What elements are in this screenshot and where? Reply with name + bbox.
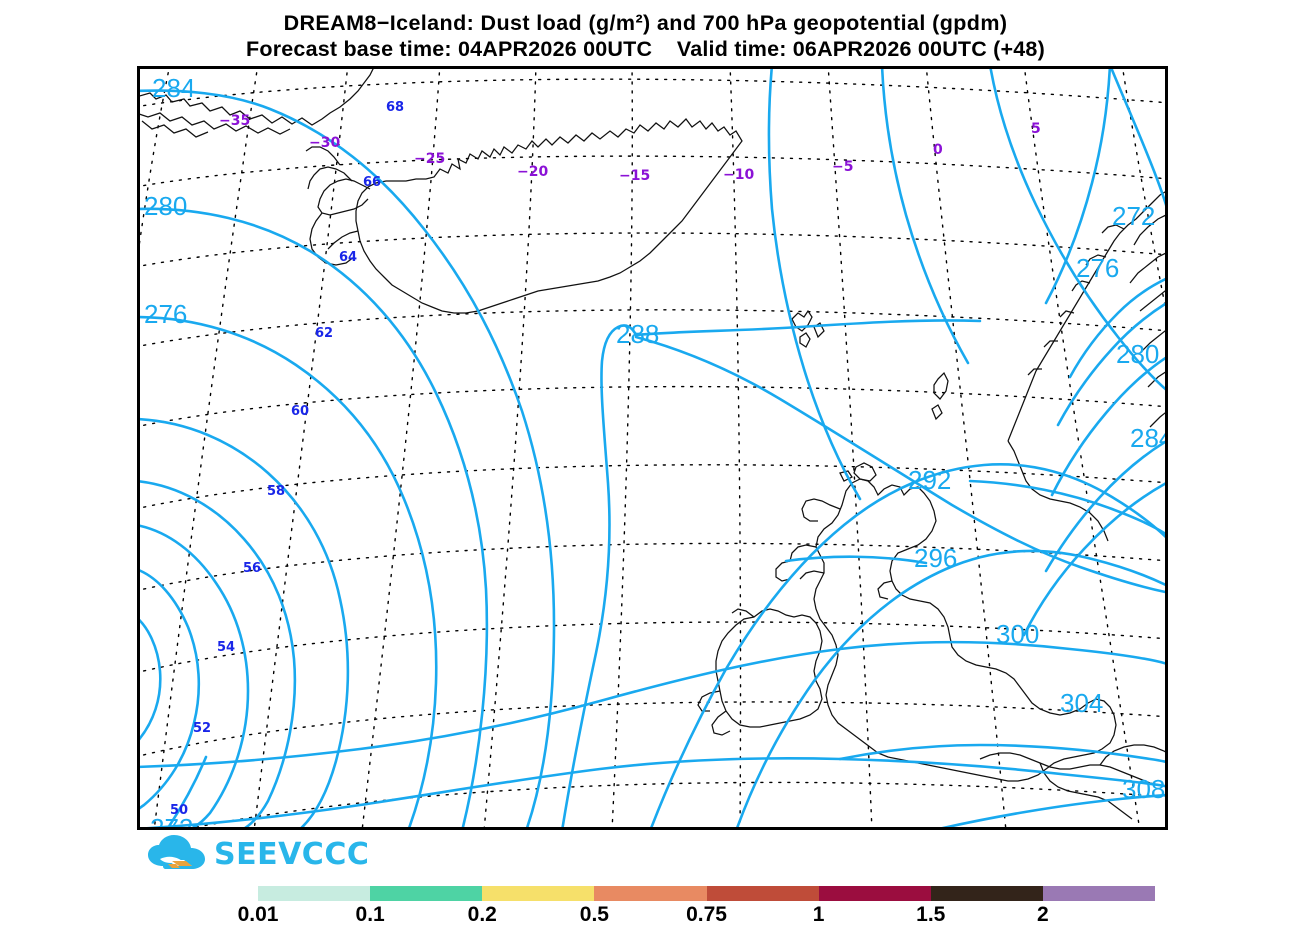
svg-text:300: 300 xyxy=(996,619,1039,649)
chart-title-block: DREAM8−Iceland: Dust load (g/m²) and 700… xyxy=(0,10,1291,62)
forecast-map-panel: 284 280 276 272 288 292 296 300 304 308 … xyxy=(137,66,1168,830)
logo-text: SEEVCCC xyxy=(214,837,370,872)
svg-text:58: 58 xyxy=(267,484,285,499)
colorbar-segment xyxy=(594,886,707,901)
colorbar-gradient xyxy=(258,886,1155,901)
colorbar-label: 0.1 xyxy=(355,903,385,926)
svg-text:280: 280 xyxy=(1116,339,1159,369)
graticule-longitude-lines xyxy=(140,69,1165,827)
dust-load-colorbar: 0.01 0.1 0.2 0.5 0.75 1 1.5 2 xyxy=(238,886,1155,926)
svg-text:304: 304 xyxy=(1060,688,1103,718)
svg-text:272: 272 xyxy=(150,813,193,827)
geopotential-contour-labels: 284 280 276 272 288 292 296 300 304 308 … xyxy=(144,73,1165,827)
colorbar-label: 2 xyxy=(1037,903,1049,926)
svg-text:−30: −30 xyxy=(309,135,340,151)
svg-text:276: 276 xyxy=(1076,253,1119,283)
latitude-tick-labels: 68 66 64 62 60 58 56 54 52 50 xyxy=(170,100,404,818)
colorbar-segment xyxy=(818,886,931,901)
svg-text:−25: −25 xyxy=(414,151,445,167)
svg-text:66: 66 xyxy=(363,175,381,190)
forecast-time-subtitle: Forecast base time: 04APR2026 00UTC Vali… xyxy=(246,37,1045,61)
coastline-iceland xyxy=(305,118,743,314)
colorbar-label: 1.5 xyxy=(916,903,946,926)
colorbar-label: 0.5 xyxy=(579,903,609,926)
colorbar-tick-labels: 0.01 0.1 0.2 0.5 0.75 1 1.5 2 xyxy=(238,901,1155,926)
svg-text:0: 0 xyxy=(933,142,943,158)
colorbar-segment xyxy=(258,886,371,901)
arrow-icon xyxy=(172,861,192,866)
svg-text:52: 52 xyxy=(193,721,211,736)
svg-text:56: 56 xyxy=(243,561,261,576)
svg-text:−5: −5 xyxy=(832,159,853,175)
cloud-icon xyxy=(148,835,205,869)
longitude-tick-labels: −35 −30 −25 −20 −15 −10 −5 0 5 xyxy=(219,113,1041,184)
svg-text:272: 272 xyxy=(1112,201,1155,231)
colorbar-label: 0.01 xyxy=(237,903,279,926)
svg-text:−10: −10 xyxy=(723,167,754,183)
svg-text:62: 62 xyxy=(315,326,333,341)
svg-text:50: 50 xyxy=(170,803,188,818)
colorbar-segment xyxy=(482,886,595,901)
svg-text:288: 288 xyxy=(616,319,659,349)
svg-text:−35: −35 xyxy=(219,113,250,129)
svg-text:276: 276 xyxy=(144,299,187,329)
svg-text:292: 292 xyxy=(908,465,951,495)
svg-text:54: 54 xyxy=(217,640,235,655)
svg-text:308: 308 xyxy=(1122,774,1165,804)
colorbar-segment xyxy=(706,886,819,901)
coastline-britain xyxy=(775,478,1117,782)
graticule-latitude-lines xyxy=(140,78,1165,827)
colorbar-segment xyxy=(1042,886,1155,901)
map-canvas: 284 280 276 272 288 292 296 300 304 308 … xyxy=(140,69,1165,827)
colorbar-label: 0.2 xyxy=(467,903,497,926)
colorbar-label: 0.75 xyxy=(686,903,727,926)
seevccc-logo: SEEVCCC xyxy=(146,833,369,877)
colorbar-segment xyxy=(930,886,1043,901)
colorbar-segment xyxy=(370,886,483,901)
svg-text:−20: −20 xyxy=(517,164,548,180)
svg-text:5: 5 xyxy=(1031,121,1041,137)
svg-text:60: 60 xyxy=(291,404,309,419)
svg-text:−15: −15 xyxy=(619,168,650,184)
svg-text:68: 68 xyxy=(386,100,404,115)
page-title: DREAM8−Iceland: Dust load (g/m²) and 700… xyxy=(283,11,1008,35)
svg-text:280: 280 xyxy=(144,191,187,221)
geopotential-contours xyxy=(140,69,1165,827)
svg-text:64: 64 xyxy=(339,250,357,265)
svg-text:284: 284 xyxy=(1130,423,1165,453)
svg-text:284: 284 xyxy=(152,73,195,103)
colorbar-label: 1 xyxy=(812,903,825,926)
svg-text:296: 296 xyxy=(914,543,957,573)
coastline-greenland xyxy=(140,69,374,138)
